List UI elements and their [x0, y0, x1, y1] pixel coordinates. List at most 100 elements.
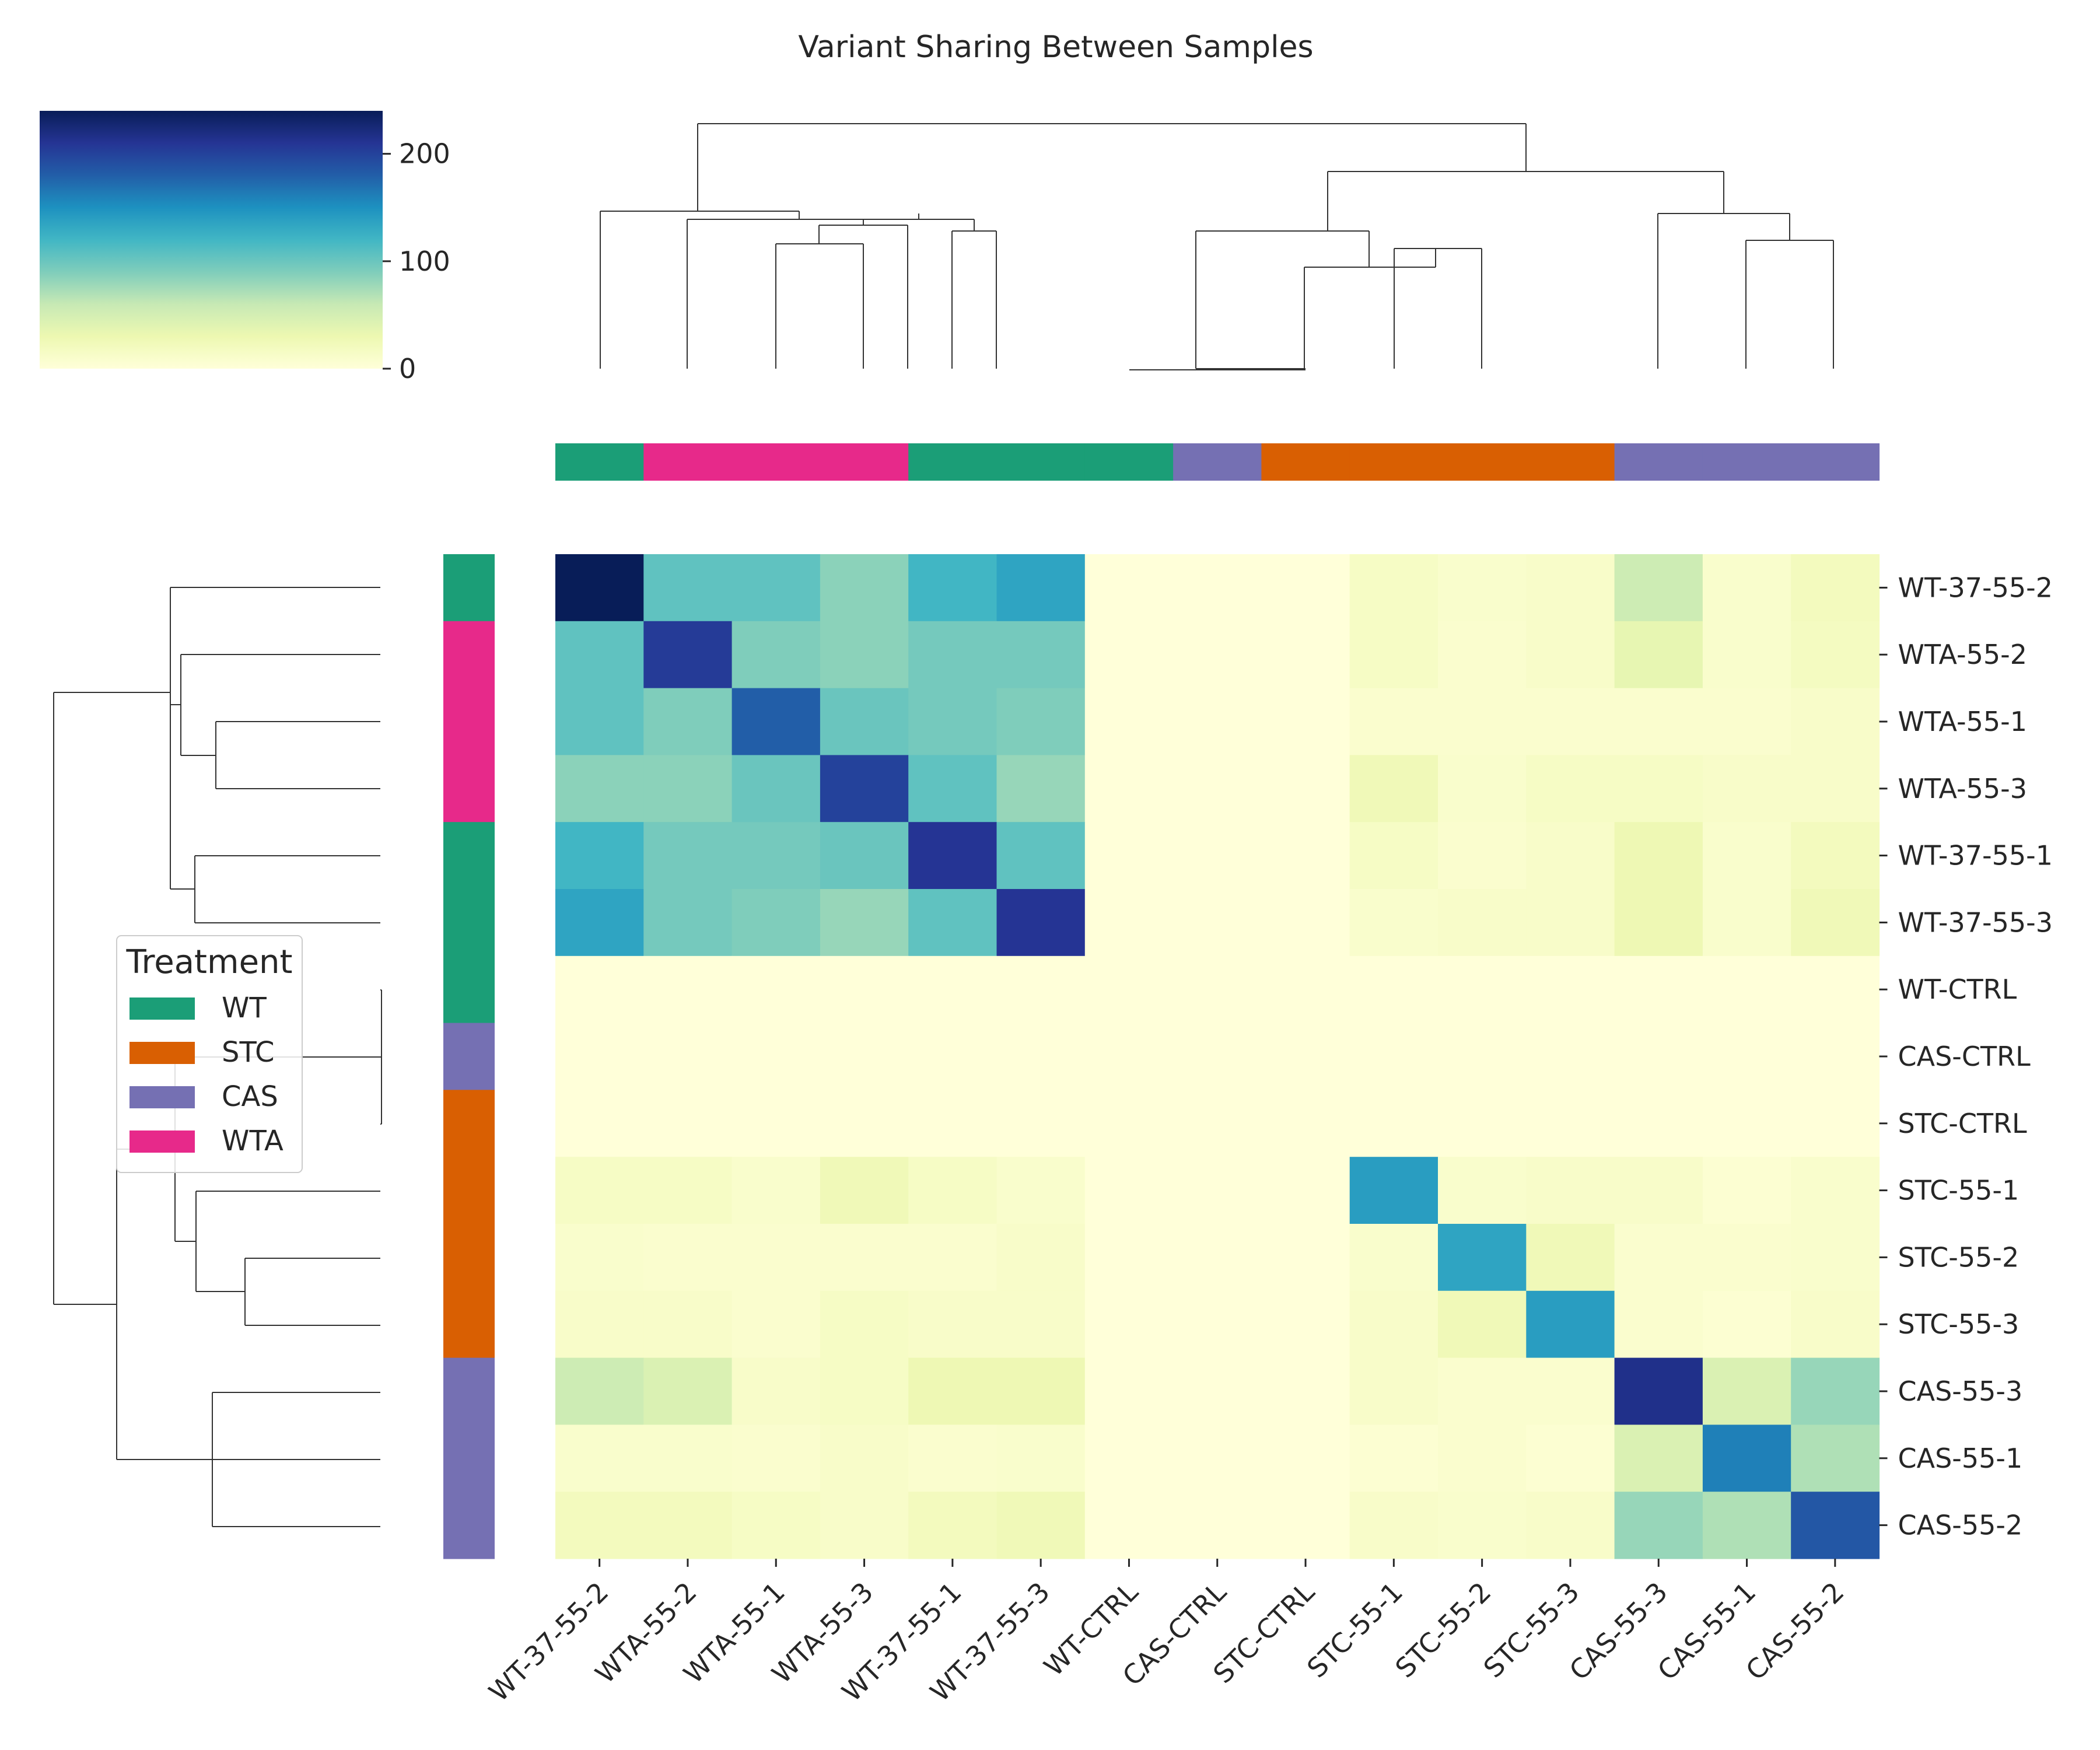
- heatmap-cell: [908, 956, 998, 1024]
- row-label: CAS-55-3: [1898, 1376, 2023, 1407]
- heatmap-cell: [1261, 889, 1350, 957]
- colorbar-gradient: [40, 111, 383, 369]
- heatmap-cell: [1614, 1157, 1703, 1224]
- heatmap-cell: [1349, 889, 1438, 957]
- heatmap-cell: [1349, 554, 1438, 622]
- row-group-color: [443, 1023, 495, 1090]
- row-label: STC-55-3: [1898, 1308, 2020, 1340]
- heatmap-cell: [996, 1224, 1086, 1292]
- heatmap-cell: [1702, 1424, 1791, 1492]
- legend-swatch: [130, 998, 195, 1020]
- heatmap-cell: [555, 889, 644, 957]
- column-group-color: [908, 443, 998, 481]
- heatmap-cell: [1084, 621, 1174, 689]
- heatmap-cell: [1791, 1157, 1880, 1224]
- heatmap-cell: [1349, 956, 1438, 1024]
- row-label: WTA-55-1: [1898, 706, 2027, 737]
- heatmap-cell: [996, 956, 1086, 1024]
- heatmap-cell: [1261, 1090, 1350, 1157]
- heatmap-cell: [1349, 621, 1438, 689]
- heatmap-cell: [996, 1424, 1086, 1492]
- heatmap-cell: [908, 1090, 998, 1157]
- heatmap-cell: [1791, 1090, 1880, 1157]
- heatmap-cell: [908, 1023, 998, 1090]
- heatmap-cell: [555, 688, 644, 755]
- legend-label: WT: [222, 992, 267, 1024]
- legend-swatch: [130, 1042, 195, 1064]
- heatmap-cell: [1526, 1224, 1615, 1292]
- row-label: CAS-55-2: [1898, 1510, 2023, 1541]
- heatmap-cell: [1438, 956, 1527, 1024]
- heatmap-cell: [732, 1023, 821, 1090]
- heatmap-cell: [643, 1424, 733, 1492]
- legend-label: WTA: [222, 1125, 284, 1157]
- heatmap-cell: [1084, 956, 1174, 1024]
- heatmap-cell: [1791, 956, 1880, 1024]
- heatmap-cell: [1614, 1357, 1703, 1425]
- heatmap-cell: [908, 1224, 998, 1292]
- heatmap-cell: [1614, 1090, 1703, 1157]
- heatmap-cell: [1702, 822, 1791, 890]
- heatmap-cell: [1526, 688, 1615, 755]
- row-group-color: [443, 1224, 495, 1292]
- heatmap-cell: [996, 1290, 1086, 1359]
- heatmap-cell: [1261, 1424, 1350, 1492]
- row-label: STC-55-2: [1898, 1241, 2020, 1273]
- heatmap-cell: [1349, 1023, 1438, 1090]
- heatmap-cell: [1526, 956, 1615, 1024]
- heatmap-cell: [1702, 755, 1791, 822]
- heatmap-cell: [643, 621, 733, 689]
- row-group-color: [443, 1492, 495, 1559]
- heatmap-cell: [820, 1492, 909, 1559]
- heatmap-cell: [643, 1224, 733, 1292]
- treatment-legend: Treatment WT STC CAS WTA: [116, 935, 303, 1173]
- column-group-color: [1084, 443, 1174, 481]
- column-group-color: [1614, 443, 1703, 481]
- heatmap-cell: [1173, 956, 1262, 1024]
- heatmap-cell: [908, 1290, 998, 1359]
- heatmap-cell: [1791, 1424, 1880, 1492]
- heatmap-cell: [1702, 1224, 1791, 1292]
- heatmap-cell: [1084, 889, 1174, 957]
- heatmap-cell: [1614, 755, 1703, 822]
- heatmap-cell: [643, 1357, 733, 1425]
- heatmap-cell: [1791, 554, 1880, 622]
- heatmap-cell: [1526, 554, 1615, 622]
- heatmap-cell: [1791, 1023, 1880, 1090]
- heatmap-cell: [1261, 554, 1350, 622]
- heatmap-cell: [1349, 1357, 1438, 1425]
- heatmap-cell: [732, 554, 821, 622]
- heatmap-cell: [555, 1357, 644, 1425]
- heatmap-cell: [1791, 1492, 1880, 1559]
- heatmap-cell: [820, 688, 909, 755]
- heatmap-cell: [555, 554, 644, 622]
- heatmap-cell: [1261, 1224, 1350, 1292]
- heatmap-cell: [732, 1492, 821, 1559]
- heatmap-cell: [1261, 822, 1350, 890]
- heatmap-cell: [1526, 822, 1615, 890]
- heatmap-cell: [1173, 1492, 1262, 1559]
- row-group-color: [443, 688, 495, 755]
- heatmap-cell: [1261, 688, 1350, 755]
- heatmap-cell: [732, 956, 821, 1024]
- heatmap-cell: [1526, 1424, 1615, 1492]
- heatmap-cell: [820, 1357, 909, 1425]
- column-label: STC-55-2: [1389, 1576, 1497, 1684]
- heatmap-cell: [1702, 1290, 1791, 1359]
- row-label: STC-55-1: [1898, 1175, 2020, 1206]
- heatmap-cell: [1084, 1290, 1174, 1359]
- heatmap-cell: [1349, 822, 1438, 890]
- heatmap-cell: [996, 621, 1086, 689]
- column-label: STC-55-1: [1301, 1576, 1409, 1684]
- heatmap-cell: [1438, 1023, 1527, 1090]
- heatmap-cell: [1438, 621, 1527, 689]
- heatmap-cell: [1349, 1290, 1438, 1359]
- heatmap-cell: [1173, 1424, 1262, 1492]
- heatmap-cell: [1349, 1090, 1438, 1157]
- heatmap-cell: [1173, 1157, 1262, 1224]
- column-labels: WT-37-55-2WTA-55-2WTA-55-1WTA-55-3WT-37-…: [483, 1559, 1850, 1708]
- heatmap-cell: [1526, 1157, 1615, 1224]
- column-group-color: [1438, 443, 1527, 481]
- row-labels: WT-37-55-2 WTA-55-2 WTA-55-1 WTA-55-3 WT-37-…: [1879, 572, 2053, 1541]
- chart-title: Variant Sharing Between Samples: [798, 30, 1313, 65]
